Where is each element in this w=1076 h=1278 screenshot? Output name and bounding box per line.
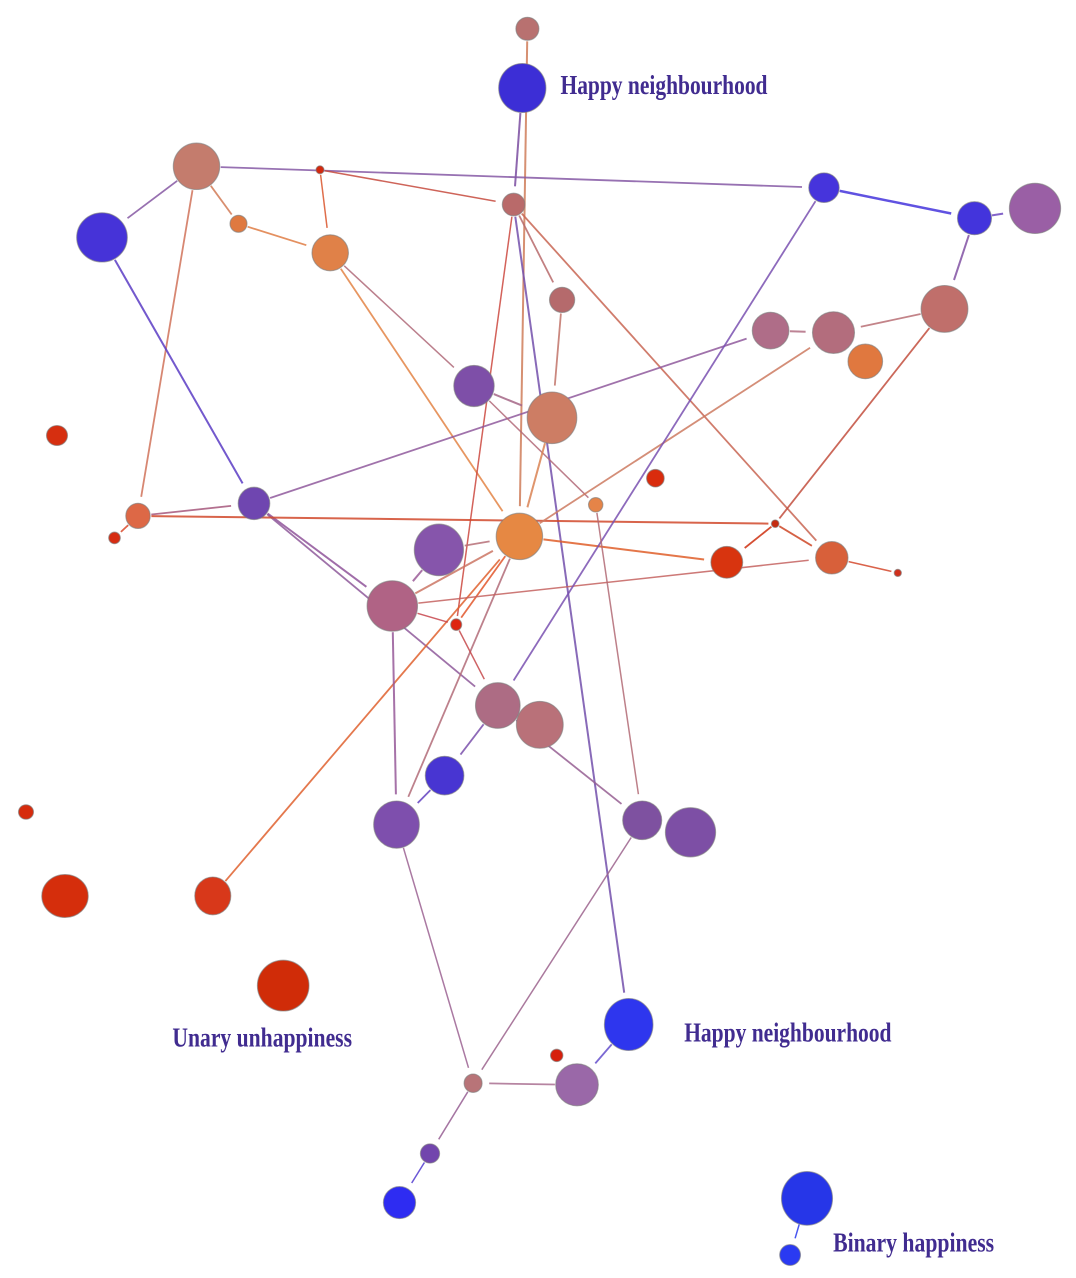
svg-text:Happy neighbourhood: Happy neighbourhood <box>684 1017 891 1047</box>
svg-text:Binary happiness: Binary happiness <box>833 1228 994 1258</box>
svg-text:Unary unhappiness: Unary unhappiness <box>172 1023 352 1053</box>
svg-text:Happy neighbourhood: Happy neighbourhood <box>561 70 768 100</box>
